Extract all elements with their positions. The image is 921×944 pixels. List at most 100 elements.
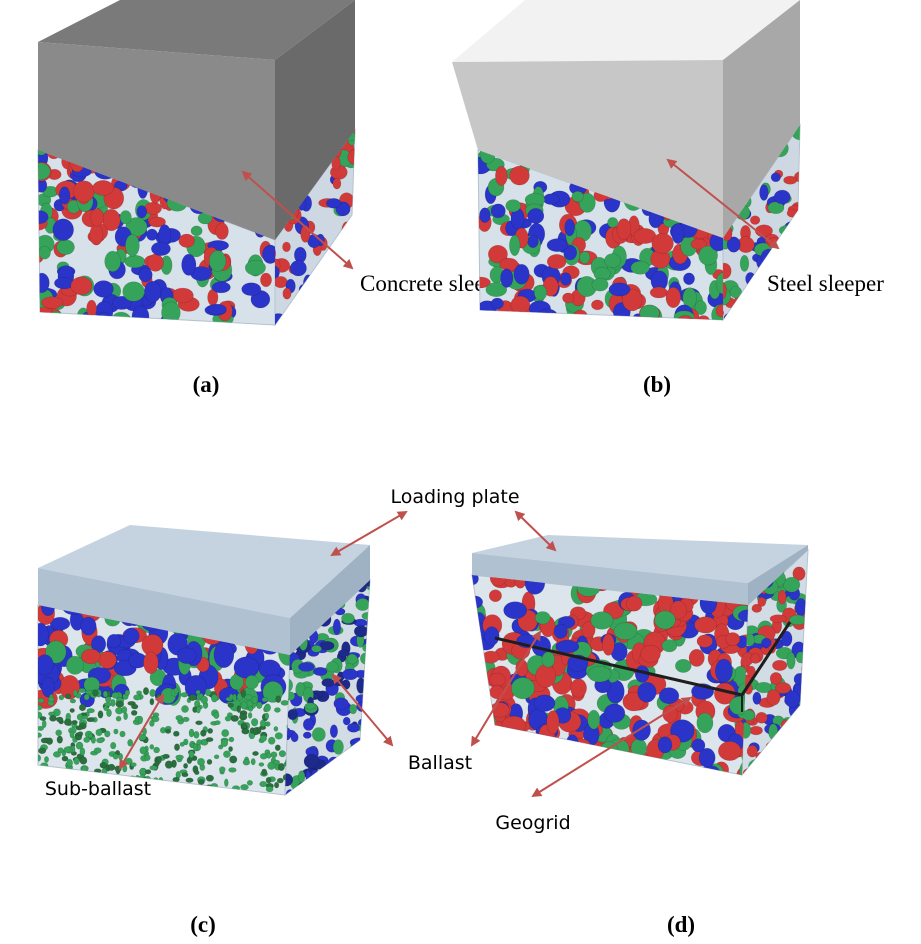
ballast-particle bbox=[193, 794, 200, 795]
ballast-particle bbox=[748, 758, 767, 774]
ballast-particle bbox=[75, 725, 83, 731]
ballast-particle bbox=[766, 689, 781, 706]
ballast-particle bbox=[196, 785, 205, 795]
ballast-particle bbox=[551, 750, 567, 770]
ballast-particle bbox=[496, 760, 513, 775]
ballast-particle bbox=[53, 770, 61, 779]
ballast-particle bbox=[715, 304, 723, 318]
ballast-particle bbox=[265, 785, 274, 793]
ballast-particle bbox=[200, 729, 207, 737]
ballast-particle bbox=[305, 280, 322, 295]
ballast-particle bbox=[247, 712, 253, 719]
ballast-particle bbox=[362, 778, 370, 791]
ballast-particle bbox=[608, 282, 631, 297]
ballast-particle bbox=[546, 710, 560, 735]
ballast-particle bbox=[65, 693, 72, 700]
ballast-particle bbox=[765, 741, 783, 750]
ballast-particle bbox=[628, 756, 648, 770]
ballast-particle bbox=[87, 732, 93, 739]
ballast-particle bbox=[769, 614, 787, 624]
ballast-particle bbox=[326, 770, 338, 778]
ballast-particle bbox=[553, 623, 568, 639]
ballast-particle bbox=[44, 770, 53, 776]
ballast-particle bbox=[69, 730, 75, 739]
ballast-particle bbox=[188, 793, 196, 795]
ballast-particle bbox=[323, 766, 337, 778]
ballast-particle bbox=[112, 753, 119, 760]
ballast-particle bbox=[47, 696, 55, 703]
ballast-particle bbox=[39, 716, 47, 721]
ballast-particle bbox=[267, 736, 276, 745]
ballast-particle bbox=[258, 762, 265, 767]
ballast-particle bbox=[38, 272, 50, 294]
ballast-particle bbox=[337, 277, 347, 289]
ballast-particle bbox=[213, 786, 218, 795]
ballast-particle bbox=[485, 282, 508, 297]
ballast-particle bbox=[362, 642, 370, 653]
ballast-particle bbox=[626, 595, 643, 612]
ballast-particle bbox=[795, 651, 806, 664]
ballast-particle bbox=[230, 714, 239, 722]
ballast-particle bbox=[742, 313, 758, 320]
ballast-particle bbox=[513, 263, 530, 285]
ballast-particle bbox=[341, 612, 355, 624]
ballast-particle bbox=[165, 728, 172, 734]
ballast-particle bbox=[104, 730, 111, 738]
ballast-particle bbox=[208, 250, 227, 272]
ballast-particle bbox=[181, 772, 189, 778]
ballast-particle bbox=[38, 210, 49, 224]
ballast-particle bbox=[472, 680, 485, 694]
ballast-particle bbox=[780, 719, 791, 733]
ballast-particle bbox=[190, 225, 203, 237]
ballast-particle bbox=[555, 639, 580, 654]
ballast-particle bbox=[590, 611, 614, 630]
ballast-particle bbox=[534, 611, 551, 625]
ballast-particle bbox=[332, 177, 342, 190]
ballast-particle bbox=[527, 208, 545, 224]
ballast-particle bbox=[244, 674, 259, 690]
ballast-particle bbox=[246, 779, 253, 786]
ballast-particle bbox=[149, 765, 158, 771]
ballast-particle bbox=[336, 259, 350, 274]
geogrid-label: Geogrid bbox=[495, 812, 570, 834]
ballast-particle bbox=[123, 627, 140, 645]
ballast-particle bbox=[56, 239, 75, 255]
ballast-particle bbox=[320, 305, 329, 318]
ballast-particle bbox=[773, 189, 791, 205]
ballast-particle bbox=[38, 785, 42, 794]
ballast-particle bbox=[739, 254, 750, 272]
ballast-particle bbox=[571, 190, 584, 203]
panel-b: Steel sleeper (b) bbox=[452, 0, 884, 397]
ballast-particle bbox=[760, 248, 778, 266]
ballast-particle bbox=[41, 676, 55, 698]
ballast-particle bbox=[180, 790, 187, 795]
ballast-particle bbox=[476, 766, 492, 775]
ballast-particle bbox=[319, 640, 335, 651]
ballast-particle bbox=[490, 297, 504, 310]
ballast-particle bbox=[68, 315, 85, 325]
ballast-particle bbox=[81, 648, 101, 665]
ballast-particle bbox=[640, 765, 654, 775]
ballast-particle bbox=[691, 738, 706, 753]
ballast-particle bbox=[366, 777, 370, 792]
ballast-particle bbox=[671, 223, 685, 244]
loading-plate-arrow-c bbox=[330, 510, 408, 557]
sleeper-front bbox=[38, 42, 275, 240]
ballast-particle bbox=[202, 787, 210, 793]
ballast-particle bbox=[767, 237, 782, 249]
ballast-particle bbox=[218, 744, 224, 750]
ballast-particle bbox=[347, 148, 355, 166]
ballast-particle bbox=[151, 715, 160, 723]
ballast-particle bbox=[184, 784, 194, 791]
ballast-particle bbox=[124, 255, 146, 269]
ballast-particle bbox=[56, 735, 63, 744]
ballast-particle bbox=[683, 272, 695, 285]
ballast-particle bbox=[744, 284, 757, 302]
ballast-particle bbox=[214, 720, 221, 725]
ballast-particle bbox=[749, 215, 761, 225]
ballast-particle bbox=[282, 241, 291, 253]
ballast-particle bbox=[303, 274, 314, 293]
ballast-particle bbox=[259, 780, 268, 788]
ballast-particle bbox=[472, 595, 483, 609]
ballast-particle bbox=[801, 661, 808, 678]
